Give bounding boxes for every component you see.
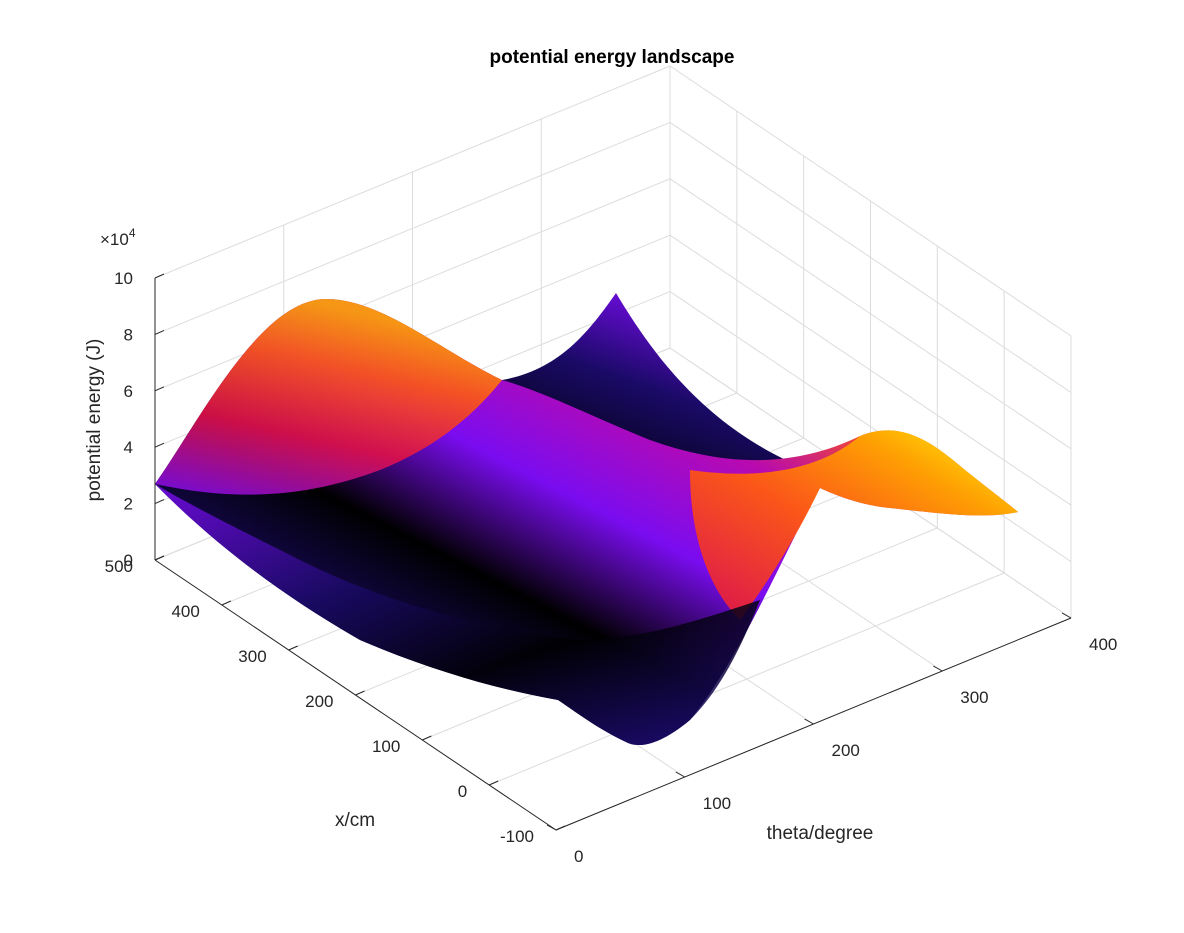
grid-line-z-wall-b (669, 178, 1072, 450)
x-tick-label: 500 (105, 557, 133, 576)
z-tick-label: 2 (124, 495, 133, 514)
theta-tick-mark (1061, 612, 1072, 619)
z-tick-mark (154, 386, 165, 392)
x-tick-label: 300 (238, 647, 266, 666)
theta-tick-label: 100 (703, 794, 731, 813)
x-tick-label: -100 (500, 827, 534, 846)
grid-line-z-wall-a (154, 65, 671, 279)
theta-tick-label: 0 (574, 847, 583, 866)
theta-axis-label: theta/degree (767, 823, 874, 844)
z-tick-label: 10 (114, 269, 133, 288)
grid-line-z-wall-b (669, 291, 1072, 563)
grid-line-z-wall-b (669, 121, 1072, 393)
theta-tick-mark (933, 665, 943, 672)
z-exponent-base: ×10 (100, 230, 129, 249)
grid-line-z-wall-a (154, 178, 671, 392)
z-tick-mark (154, 273, 165, 279)
x-tick-mark (488, 780, 499, 786)
x-tick-label: 200 (305, 692, 333, 711)
z-tick-mark (154, 499, 165, 505)
theta-tick-label: 200 (832, 741, 860, 760)
x-tick-mark (288, 645, 298, 651)
theta-tick-mark (675, 771, 685, 778)
z-tick-label: 6 (124, 382, 133, 401)
chart-title: potential energy landscape (490, 47, 735, 68)
grid-line-z-wall-a (154, 121, 671, 335)
x-tick-label: 0 (458, 782, 467, 801)
theta-tick-mark (546, 824, 557, 831)
x-tick-mark (154, 555, 165, 561)
grid-line-floor-x (488, 572, 1005, 786)
x-axis-label: x/cm (335, 810, 375, 831)
z-tick-label: 8 (124, 325, 133, 344)
x-tick-mark (555, 825, 566, 831)
surface (155, 293, 1018, 746)
z-exponent-power: 4 (129, 226, 136, 240)
z-tick-mark (154, 442, 165, 448)
z-exponent-label: ×104 (100, 226, 136, 249)
x-tick-mark (422, 735, 432, 741)
z-tick-label: 4 (124, 438, 133, 457)
theta-tick-mark (804, 718, 814, 725)
theta-tick-label: 400 (1089, 635, 1117, 654)
x-tick-mark (355, 690, 365, 696)
surface-front-valley (155, 484, 760, 746)
z-tick-label: 0 (124, 551, 133, 570)
z-tick-mark (154, 329, 165, 335)
axes (154, 273, 1072, 831)
grid-line-z-wall-b (669, 234, 1072, 506)
theta-tick-label: 300 (960, 688, 988, 707)
x-tick-label: 400 (171, 602, 199, 621)
x-tick-label: 100 (372, 737, 400, 756)
surface-right-hill (690, 430, 1018, 620)
grid-line-z-wall-b (669, 65, 1072, 337)
surface-left-hill (155, 298, 502, 495)
x-tick-mark (221, 600, 232, 606)
z-axis-label: potential energy (J) (84, 339, 105, 502)
